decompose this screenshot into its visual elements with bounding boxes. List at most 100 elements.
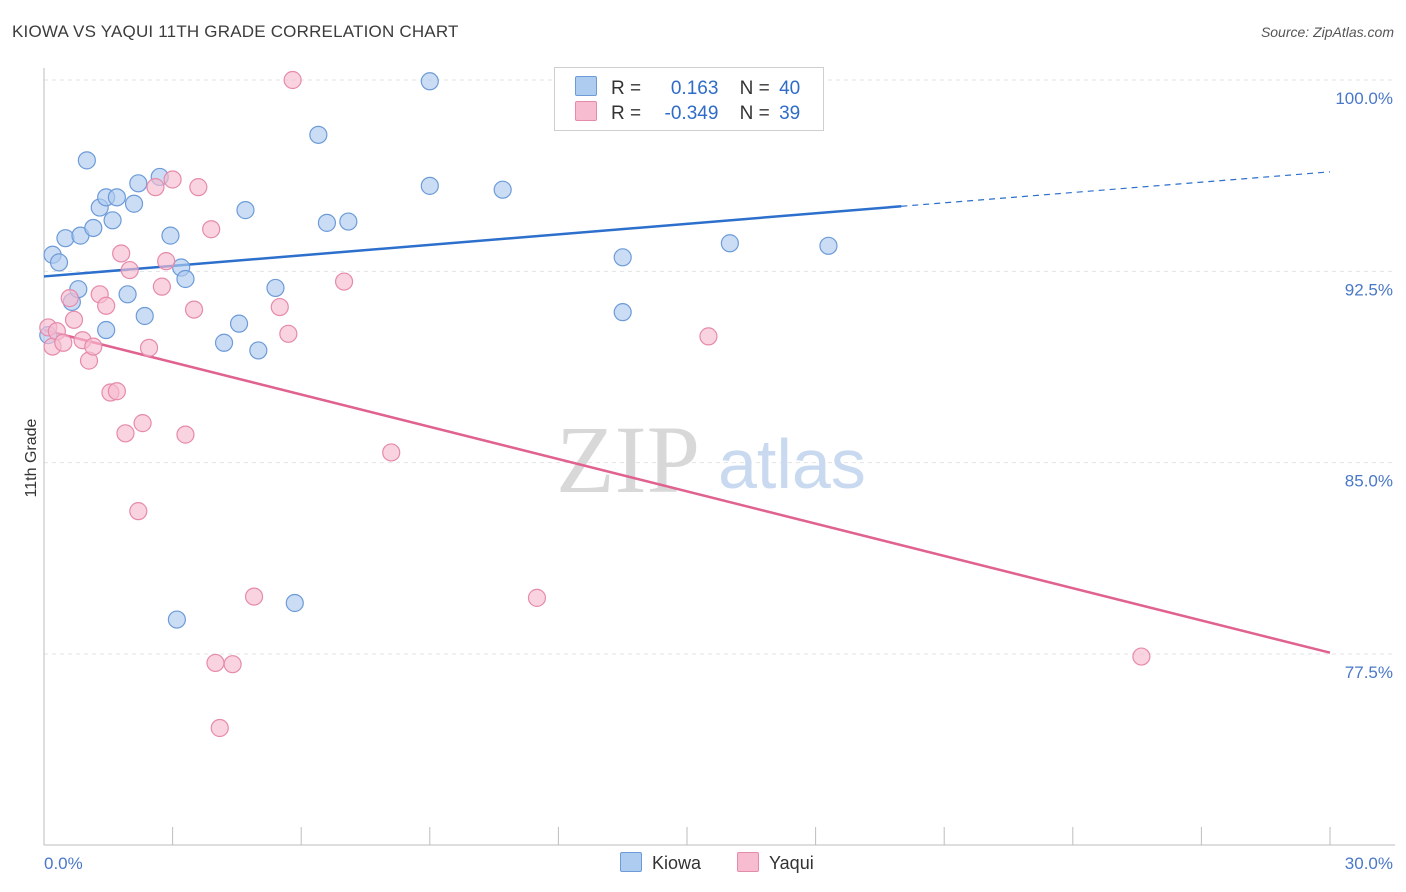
watermark-atlas: atlas	[718, 425, 866, 503]
kiowa-point-30	[339, 212, 358, 231]
yaqui-point-10	[97, 296, 116, 315]
kiowa-point-20	[176, 269, 195, 289]
legend-row-yaqui: R = -0.349 N = 39	[575, 101, 800, 127]
yaqui-point-34	[334, 272, 354, 291]
y-tick-label-2: 85.0%	[1345, 472, 1393, 491]
yaqui-point-22	[163, 170, 182, 189]
kiowa-point-35	[613, 248, 632, 267]
kiowa-point-1	[49, 253, 69, 272]
stats-legend: R = 0.163 N = 40 R = -0.349 N = 39	[554, 67, 824, 131]
yaqui-point-19	[146, 178, 165, 197]
yaqui-point-18	[139, 338, 159, 357]
yaqui-point-24	[184, 300, 204, 319]
kiowa-point-32	[420, 176, 439, 195]
kiowa-swatch	[575, 76, 597, 96]
kiowa-point-7	[84, 218, 103, 238]
kiowa-point-25	[249, 341, 268, 360]
kiowa-point-18	[161, 226, 180, 245]
kiowa-legend-swatch	[620, 852, 642, 872]
kiowa-point-37	[819, 236, 838, 255]
kiowa-point-14	[124, 194, 144, 213]
y-axis-title: 11th Grade	[23, 418, 40, 497]
yaqui-r-label: R =	[611, 103, 642, 124]
yaqui-point-23	[176, 425, 195, 444]
yaqui-n-label: N =	[739, 103, 770, 124]
kiowa-point-15	[129, 174, 148, 193]
kiowa-point-33	[493, 180, 512, 199]
kiowa-r-label: R =	[611, 78, 642, 99]
yaqui-r-value: -0.349	[664, 103, 719, 124]
data-points	[39, 70, 1151, 738]
kiowa-point-36	[720, 234, 739, 253]
tick-labels: 100.0% 92.5% 85.0% 77.5% 0.0% 30.0%	[44, 89, 1393, 873]
yaqui-trend-line	[43, 328, 1331, 654]
bottom-legend-yaqui: Yaqui	[737, 852, 814, 874]
bottom-legend-kiowa: Kiowa	[620, 852, 701, 874]
watermark: ZIP atlas	[556, 406, 866, 513]
x-tick-label-0: 0.0%	[44, 854, 83, 873]
yaqui-point-29	[223, 655, 242, 674]
yaqui-n-value: 39	[779, 103, 801, 124]
yaqui-point-37	[699, 327, 718, 346]
kiowa-point-24	[236, 201, 255, 220]
yaqui-point-27	[206, 653, 225, 673]
kiowa-r-value: 0.163	[670, 78, 719, 99]
y-tick-label-0: 100.0%	[1335, 89, 1393, 108]
kiowa-n-label: N =	[739, 78, 770, 99]
axes	[43, 68, 1395, 846]
grid-lines	[44, 79, 1395, 655]
yaqui-point-25	[189, 178, 208, 197]
yaqui-point-26	[202, 220, 221, 239]
yaqui-point-16	[129, 502, 148, 521]
legend-row-kiowa: R = 0.163 N = 40	[575, 76, 800, 102]
yaqui-legend-swatch	[737, 852, 759, 872]
kiowa-point-31	[420, 72, 439, 91]
x-tick-label-1: 30.0%	[1345, 854, 1393, 873]
y-tick-label-3: 77.5%	[1345, 663, 1393, 682]
yaqui-point-5	[64, 310, 84, 329]
kiowa-point-23	[229, 314, 249, 333]
yaqui-point-8	[84, 337, 103, 356]
yaqui-point-21	[157, 252, 176, 271]
kiowa-point-6	[77, 151, 96, 170]
yaqui-point-33	[283, 70, 302, 90]
yaqui-point-3	[54, 333, 73, 352]
kiowa-n-value: 40	[779, 78, 801, 99]
kiowa-legend-label: Kiowa	[652, 853, 702, 873]
kiowa-point-16	[135, 306, 154, 326]
kiowa-point-11	[107, 188, 126, 207]
kiowa-point-27	[285, 593, 304, 613]
kiowa-point-2	[56, 229, 75, 248]
chart-title: KIOWA VS YAQUI 11TH GRADE CORRELATION CH…	[12, 22, 459, 41]
yaqui-swatch	[575, 101, 597, 121]
yaqui-point-35	[382, 443, 401, 462]
yaqui-point-36	[527, 588, 547, 607]
yaqui-point-13	[112, 244, 131, 263]
kiowa-point-12	[97, 320, 116, 340]
kiowa-point-26	[266, 278, 285, 298]
yaqui-legend-label: Yaqui	[769, 853, 814, 873]
kiowa-point-29	[317, 213, 337, 232]
yaqui-point-38	[1132, 647, 1151, 666]
source-label: Source: ZipAtlas.com	[1260, 24, 1394, 40]
kiowa-point-34	[613, 303, 632, 322]
yaqui-point-15	[120, 260, 139, 280]
yaqui-point-4	[60, 289, 79, 308]
yaqui-point-28	[210, 718, 229, 738]
kiowa-point-22	[214, 333, 234, 352]
yaqui-point-14	[116, 424, 135, 443]
kiowa-point-10	[103, 211, 122, 230]
yaqui-point-12	[107, 382, 126, 401]
y-tick-label-1: 92.5%	[1345, 280, 1393, 299]
kiowa-point-13	[118, 285, 137, 304]
yaqui-point-31	[270, 297, 289, 317]
yaqui-point-17	[133, 414, 152, 433]
watermark-zip: ZIP	[556, 406, 700, 513]
yaqui-point-20	[152, 277, 171, 296]
kiowa-point-28	[309, 125, 328, 144]
kiowa-trend-extension	[901, 171, 1331, 207]
yaqui-point-32	[279, 324, 298, 343]
yaqui-point-30	[244, 587, 264, 606]
kiowa-point-21	[167, 610, 186, 629]
